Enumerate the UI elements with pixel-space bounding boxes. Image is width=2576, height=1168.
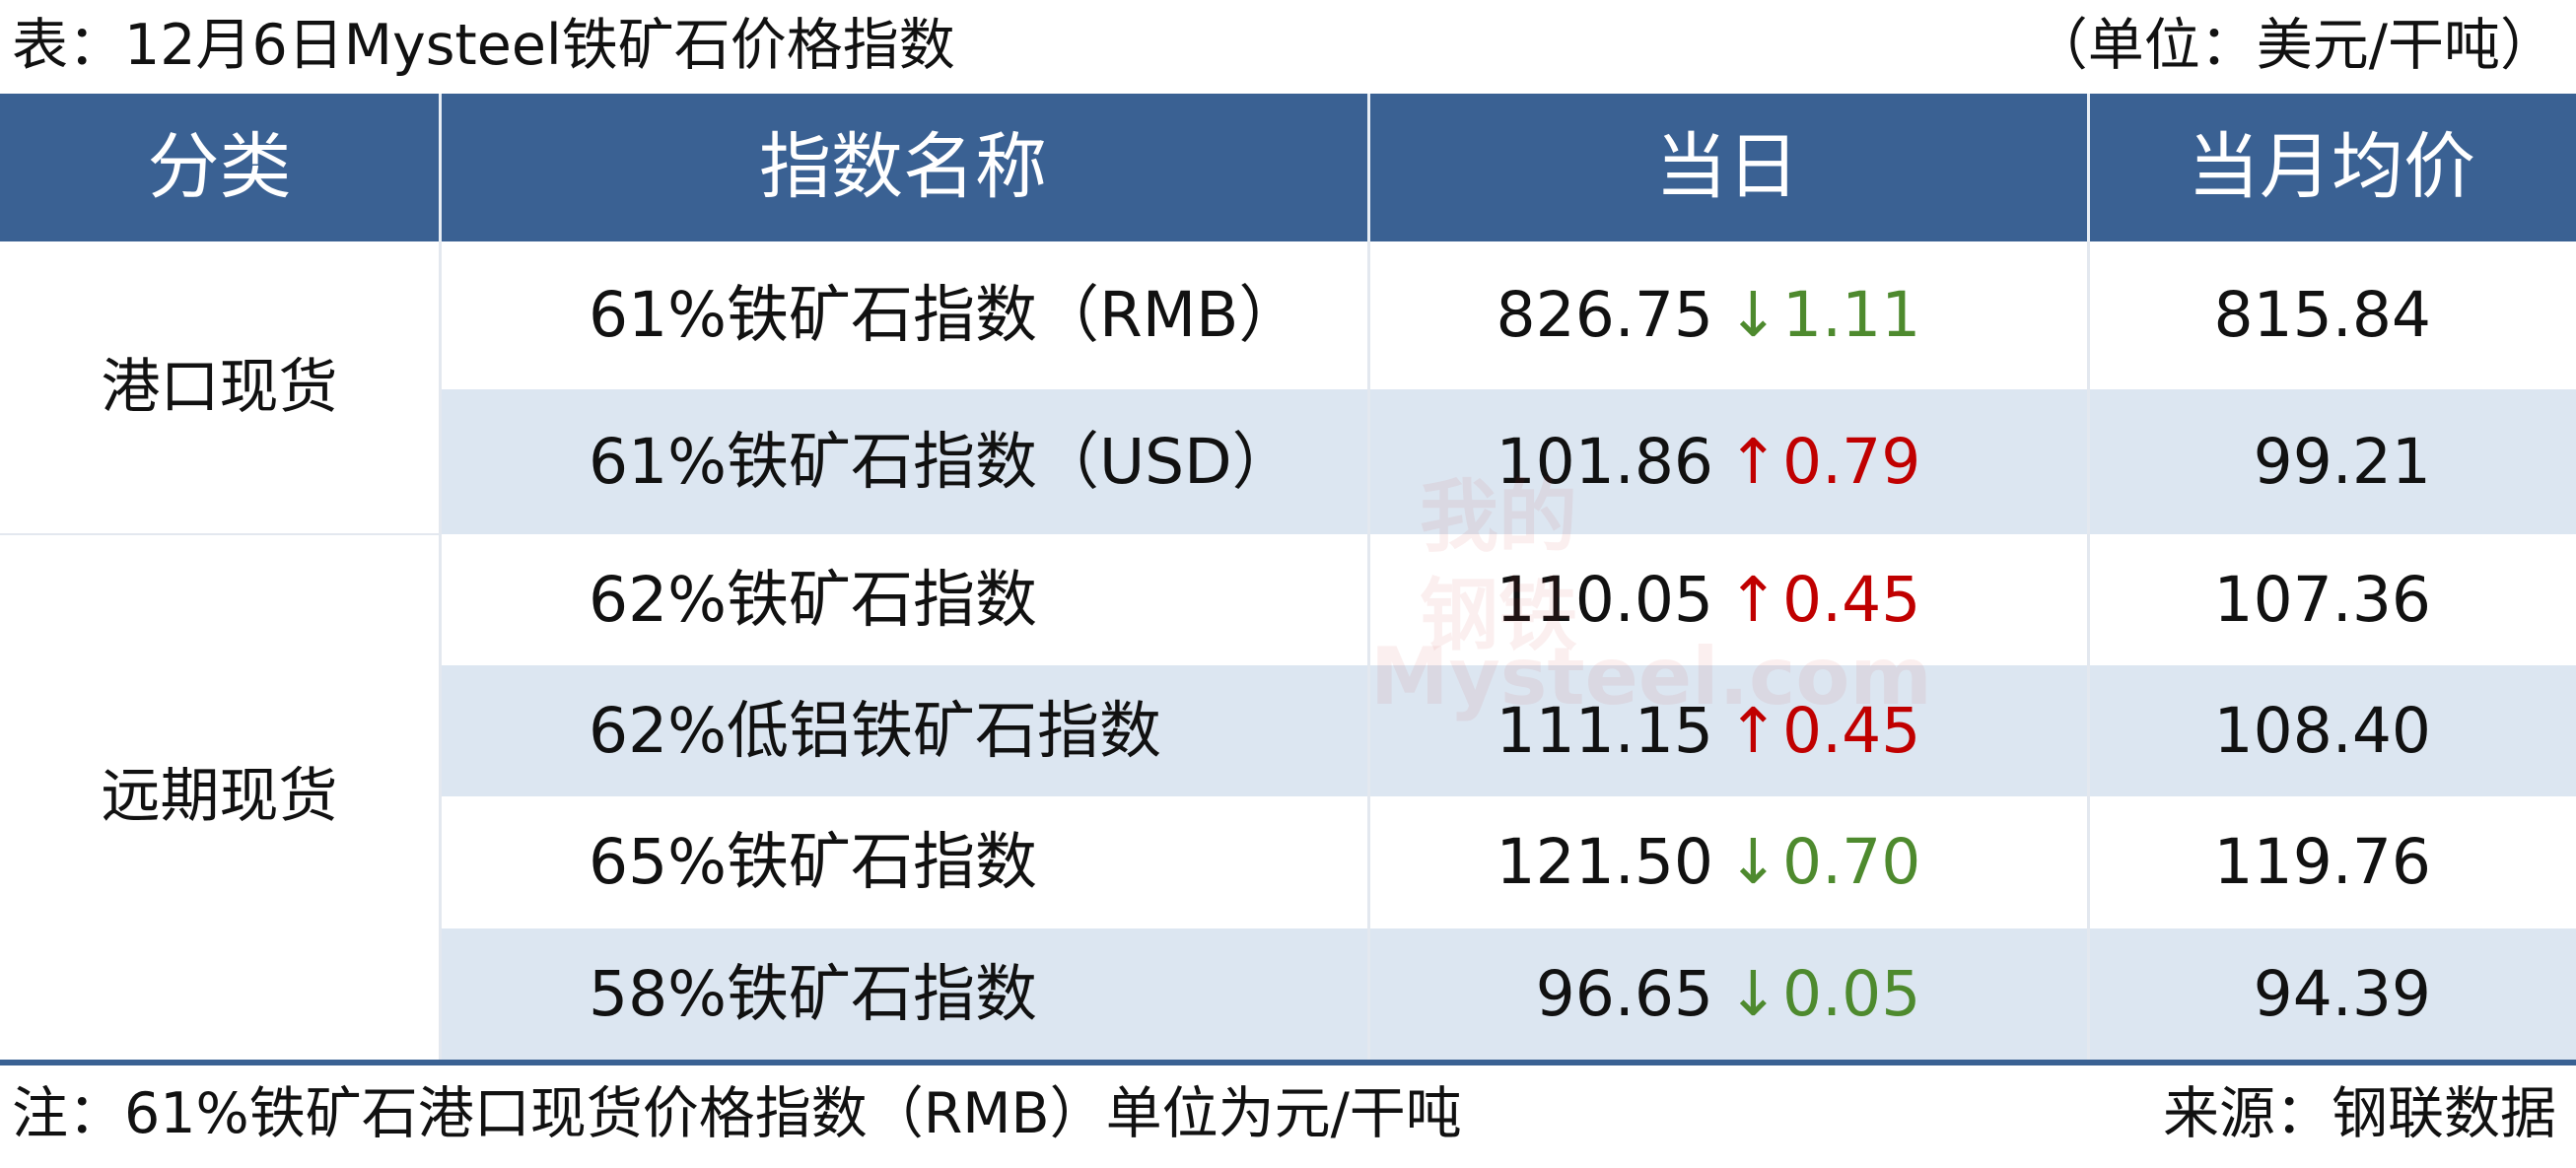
- watermark: 我的: [1420, 471, 1577, 563]
- row-band: [439, 928, 2576, 1060]
- today-value: 111.15: [1496, 695, 1713, 767]
- change-value: 0.70: [1782, 826, 1921, 898]
- category: 远期现货: [101, 762, 338, 831]
- column-divider: [2087, 241, 2090, 1060]
- group-divider: [0, 533, 439, 535]
- index-name: 61%铁矿石指数（USD）: [589, 426, 1294, 498]
- change-arrow: ↓: [1727, 826, 1779, 898]
- source: 来源：钢联数据: [2163, 1081, 2556, 1146]
- month-average: 107.36: [2213, 564, 2431, 636]
- unit: （单位：美元/干吨）: [2031, 13, 2556, 78]
- column-header: 指数名称: [759, 125, 1047, 209]
- watermark: Mysteel.com: [1370, 631, 1932, 722]
- index-name: 62%低铝铁矿石指数: [589, 695, 1162, 767]
- index-name: 65%铁矿石指数: [589, 826, 1038, 898]
- change-arrow: ↑: [1727, 564, 1779, 636]
- today-value: 110.05: [1496, 564, 1713, 636]
- today-value: 101.86: [1496, 426, 1713, 498]
- change-arrow: ↑: [1727, 695, 1779, 767]
- month-average: 94.39: [2253, 958, 2431, 1030]
- category: 港口现货: [101, 353, 338, 422]
- column-divider: [439, 241, 442, 1060]
- title: 表：12月6日Mysteel铁矿石价格指数: [12, 13, 955, 78]
- column-divider: [1367, 241, 1370, 1060]
- change-arrow: ↓: [1727, 958, 1779, 1030]
- row-band: [439, 665, 2576, 796]
- today-value: 96.65: [1535, 958, 1713, 1030]
- change-arrow: ↓: [1727, 279, 1779, 351]
- month-average: 119.76: [2213, 826, 2431, 898]
- index-name: 62%铁矿石指数: [589, 564, 1038, 636]
- footnote: 注：61%铁矿石港口现货价格指数（RMB）单位为元/干吨: [12, 1081, 1462, 1146]
- header-divider: [1367, 94, 1370, 241]
- change-value: 0.79: [1782, 426, 1921, 498]
- month-average: 99.21: [2253, 426, 2431, 498]
- month-average: 108.40: [2213, 695, 2431, 767]
- header-row: [0, 94, 2576, 241]
- header-divider: [2087, 94, 2090, 241]
- header-divider: [439, 94, 442, 241]
- change-arrow: ↑: [1727, 426, 1779, 498]
- bottom-rule: [0, 1060, 2576, 1065]
- column-header: 当月均价: [2188, 125, 2475, 209]
- watermark: 钢铁: [1420, 570, 1577, 661]
- change-value: 1.11: [1782, 279, 1921, 351]
- column-header: 当日: [1655, 125, 1799, 209]
- column-header: 分类: [147, 125, 292, 209]
- row-band: [439, 389, 2576, 534]
- month-average: 815.84: [2213, 279, 2431, 351]
- index-name: 58%铁矿石指数: [589, 958, 1038, 1030]
- today-value: 121.50: [1496, 826, 1713, 898]
- index-name: 61%铁矿石指数（RMB）: [589, 279, 1301, 351]
- change-value: 0.45: [1782, 695, 1921, 767]
- today-value: 826.75: [1496, 279, 1713, 351]
- change-value: 0.05: [1782, 958, 1921, 1030]
- change-value: 0.45: [1782, 564, 1921, 636]
